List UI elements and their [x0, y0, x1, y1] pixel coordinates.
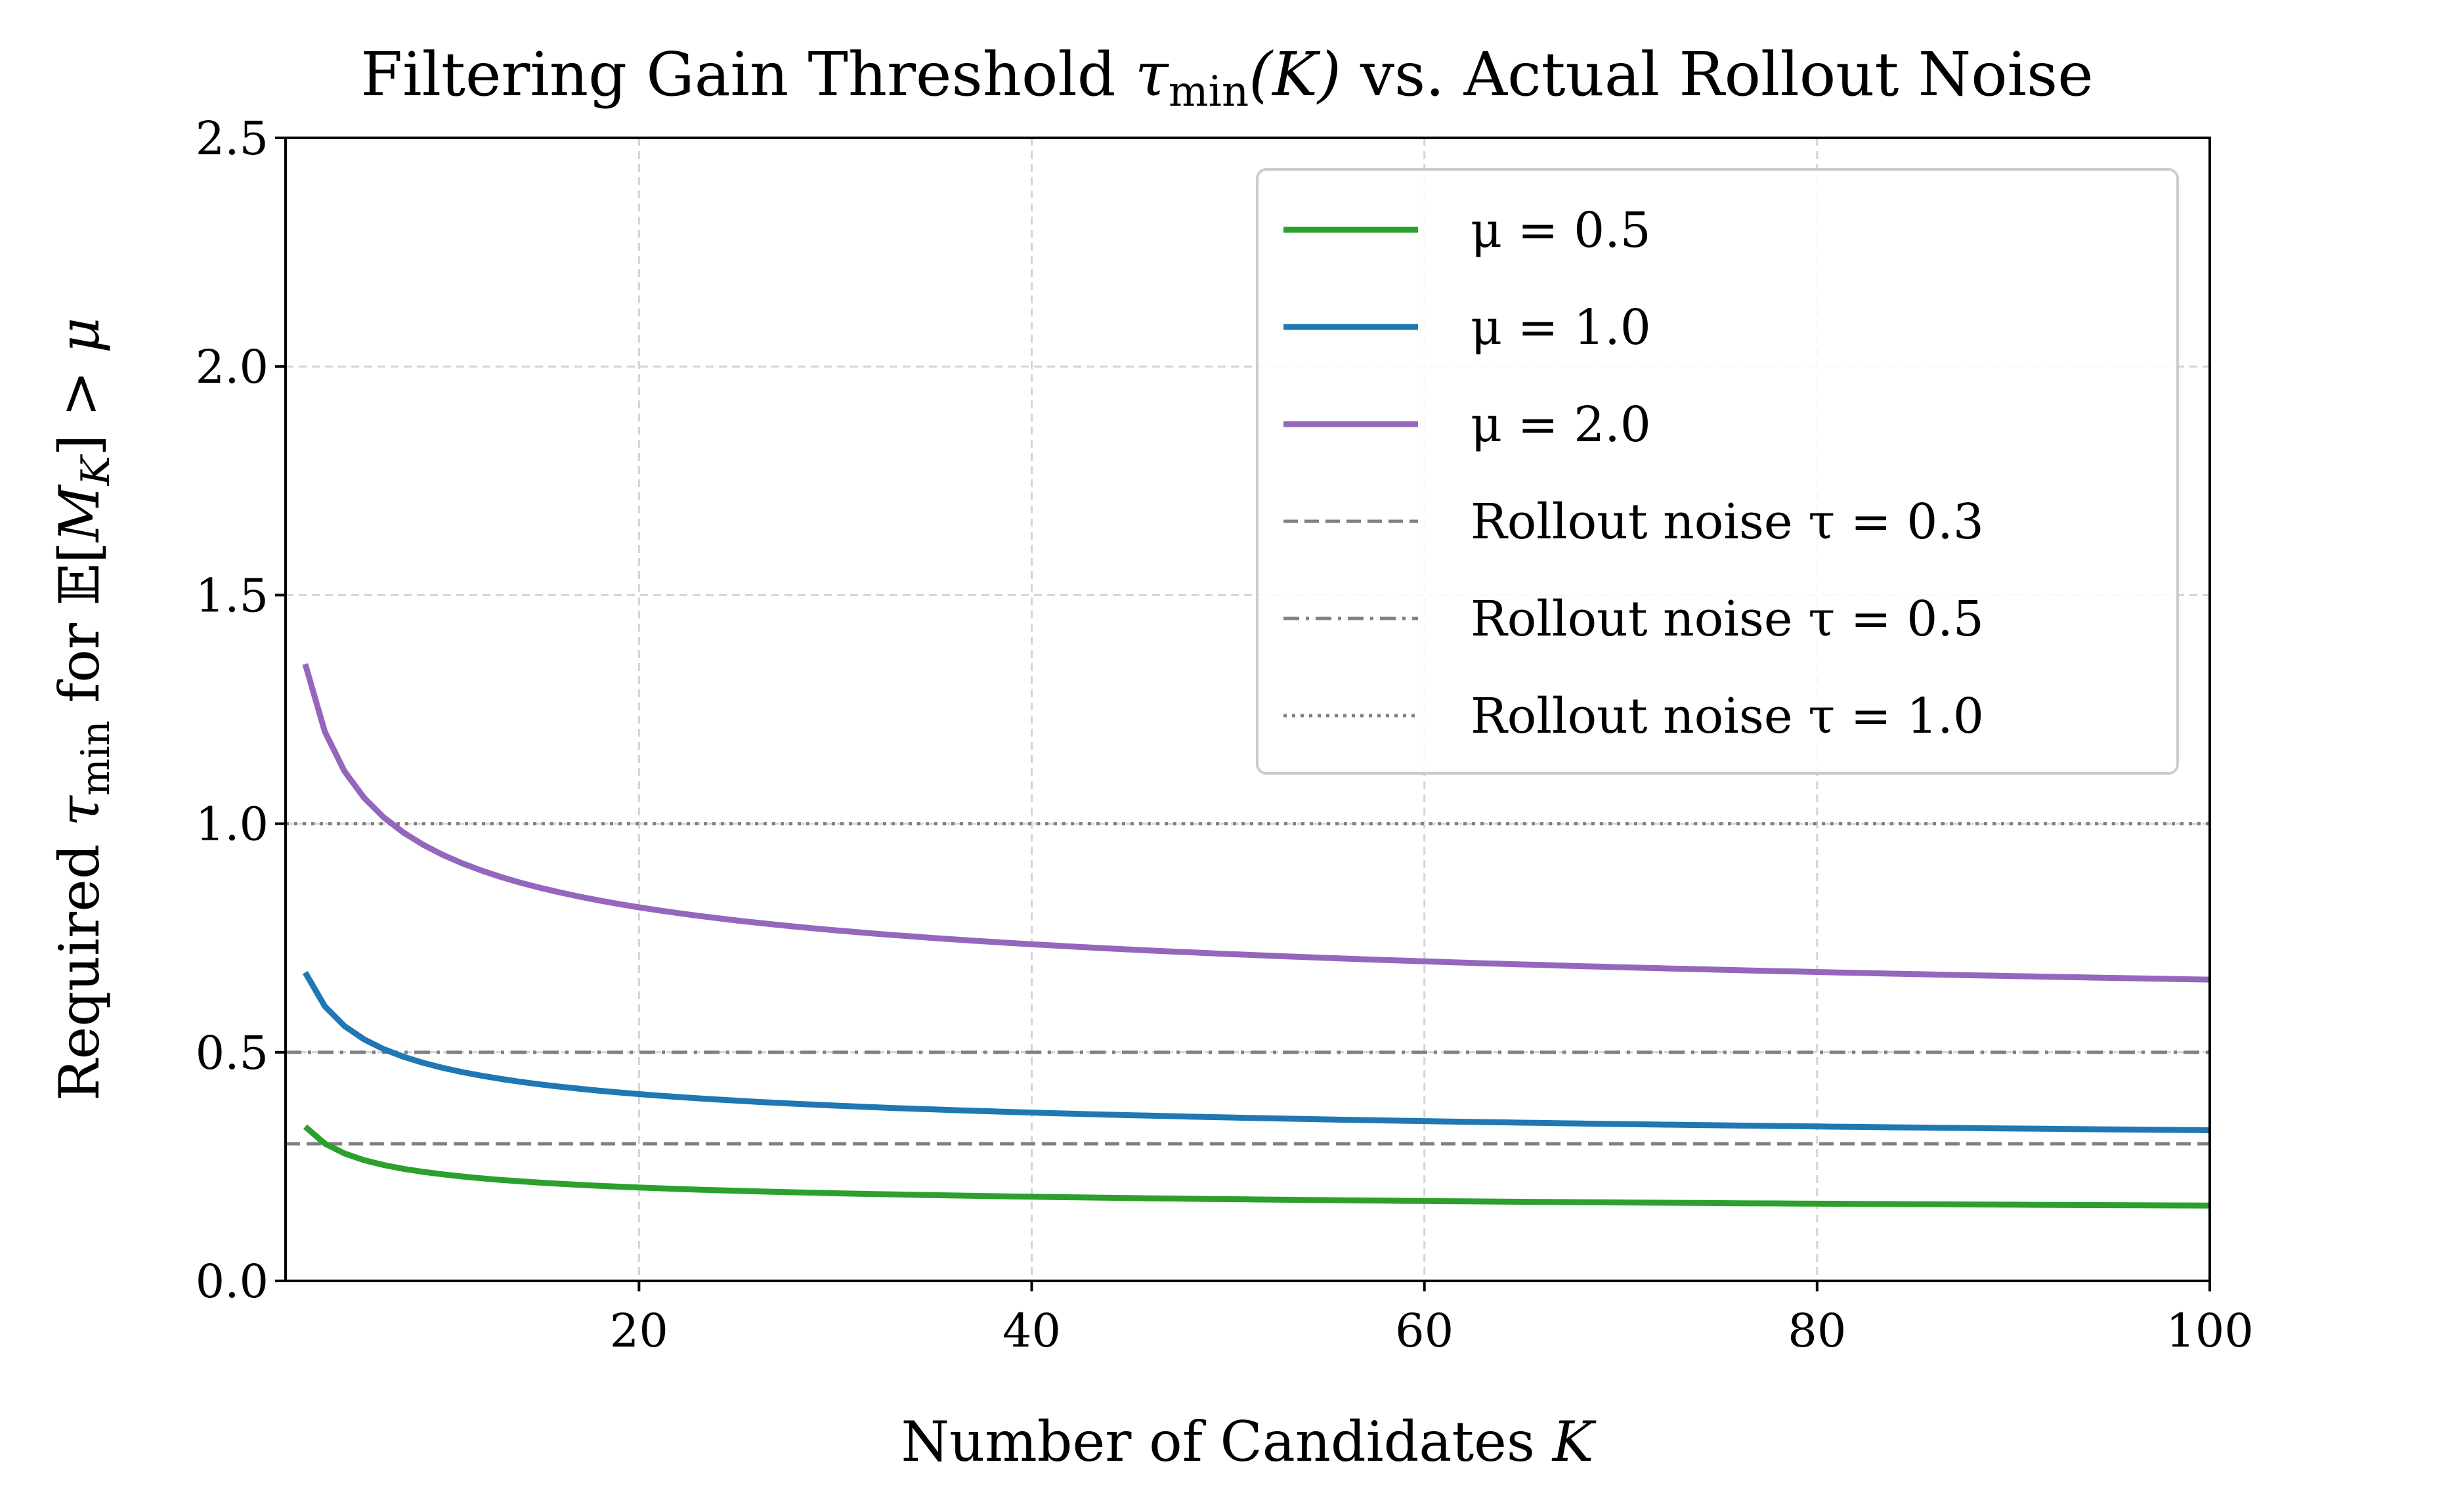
x-tick-label: 100: [2166, 1304, 2254, 1358]
y-tick-label: 1.5: [196, 569, 269, 622]
x-tick-label: 20: [610, 1304, 668, 1358]
x-axis-ticks: 20 40 60 80 100: [610, 1281, 2254, 1358]
legend-label: Rollout noise τ = 1.0: [1471, 688, 1984, 745]
y-axis-label: Required τmin for 𝔼[MK] > μ: [47, 317, 119, 1100]
x-tick-label: 80: [1788, 1304, 1846, 1358]
legend-label: μ = 2.0: [1471, 397, 1651, 453]
reference-lines: [286, 822, 2210, 1146]
series-lines: [302, 663, 2210, 1209]
legend-label: Rollout noise τ = 0.5: [1471, 591, 1984, 647]
y-tick-label: 0.0: [196, 1255, 269, 1308]
y-tick-label: 1.0: [196, 798, 269, 852]
x-tick-label: 40: [1002, 1304, 1061, 1358]
series-line: [303, 1124, 2210, 1209]
y-tick-label: 0.5: [196, 1026, 269, 1080]
legend: μ = 0.5 μ = 1.0 μ = 2.0 Rollout noise τ = 0…: [1256, 168, 2179, 775]
y-tick-label: 2.5: [196, 112, 269, 165]
legend-box: [1256, 168, 2179, 775]
legend-label: μ = 0.5: [1471, 202, 1651, 259]
legend-label: Rollout noise τ = 0.3: [1471, 494, 1984, 550]
x-tick-label: 60: [1395, 1304, 1453, 1358]
series-line: [303, 970, 2210, 1133]
series-line: [302, 663, 2210, 983]
y-axis-ticks: 0.0 0.5 1.0 1.5 2.0 2.5: [196, 112, 286, 1308]
plot-frame: [284, 137, 2211, 1282]
legend-label: μ = 1.0: [1471, 299, 1651, 356]
y-tick-label: 2.0: [196, 340, 269, 394]
chart-title: Filtering Gain Threshold τmin(K) vs. Act…: [360, 39, 2093, 116]
x-axis-label: Number of Candidates K: [901, 1410, 1597, 1474]
